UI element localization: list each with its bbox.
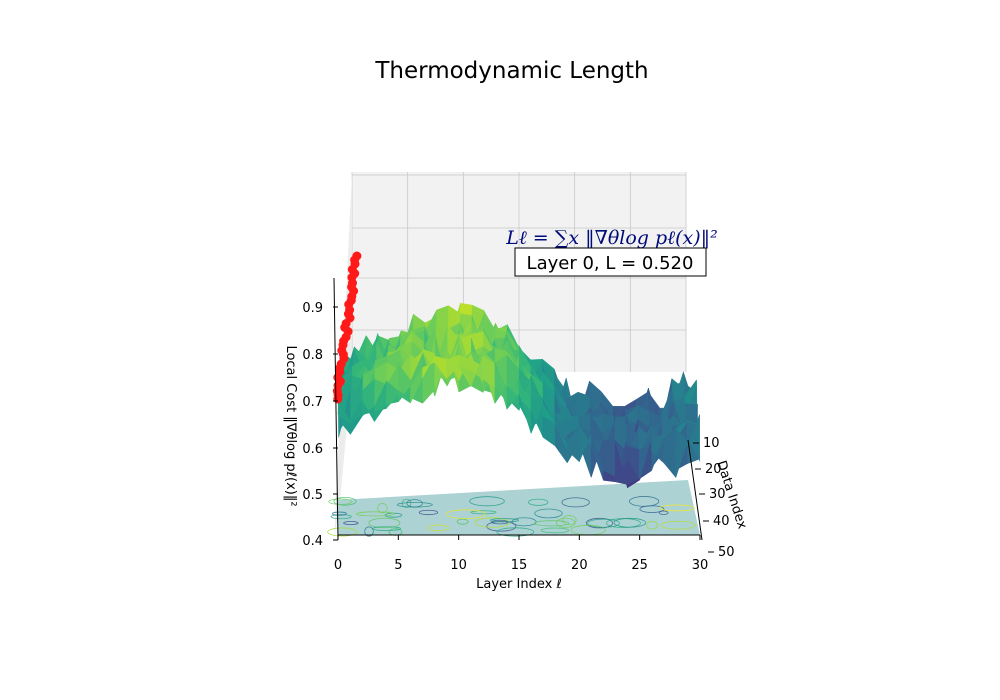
highlight-point (350, 259, 360, 269)
x-tick-label: 20 (571, 558, 588, 573)
x-axis-label: Layer Index ℓ (476, 577, 562, 592)
floor-contour (660, 520, 696, 530)
floor-contour (613, 517, 647, 528)
floor-contour (528, 498, 549, 506)
highlight-point (344, 300, 354, 309)
floor-contour (343, 521, 359, 525)
floor-contour (372, 526, 402, 531)
z-axis-line (333, 277, 339, 541)
floor-contour (469, 496, 505, 507)
floor-contour (474, 517, 510, 528)
x-tick-label: 5 (394, 558, 402, 573)
z-axis-ticks: 0.4 0.5 0.6 0.7 0.8 0.9 (302, 301, 338, 549)
floor-contour (355, 511, 395, 517)
status-annotation: Layer 0, L = 0.520 (527, 253, 694, 274)
floor-contour (496, 527, 535, 537)
floor-contour (555, 517, 576, 528)
floor-contour (456, 518, 469, 525)
z-tick-label: 0.7 (302, 395, 323, 410)
highlight-point (343, 327, 353, 336)
floor-contour (470, 510, 497, 515)
floor-contour (587, 518, 620, 528)
floor-contour (333, 497, 357, 506)
y-tick-label: 50 (718, 545, 735, 560)
x-axis-ticks: 0 5 10 15 20 25 30 (334, 535, 708, 573)
highlight-point (333, 394, 343, 404)
z-tick-label: 0.4 (302, 534, 323, 549)
x-tick-label: 15 (511, 558, 528, 573)
z-axis-label: Local Cost ‖∇θlog pℓ(x)‖² (283, 345, 298, 506)
floor-contour (445, 509, 486, 519)
z-tick-label: 0.9 (302, 301, 323, 316)
floor-contour (658, 510, 669, 515)
highlight-point (339, 354, 349, 363)
x-tick-label: 10 (450, 558, 467, 573)
x-tick-label: 0 (334, 558, 342, 573)
floor-contours (327, 496, 696, 537)
floor-contour (426, 524, 450, 532)
highlight-point (347, 273, 357, 282)
floor-contour (330, 514, 352, 520)
floor-contour (377, 502, 388, 514)
floor-contour (585, 517, 614, 529)
floor-contour (534, 508, 563, 519)
z-tick-label: 0.6 (302, 442, 323, 457)
floor-contour (561, 497, 590, 508)
floor-contour (646, 520, 659, 530)
y-tick-label: 10 (703, 436, 720, 451)
floor-contour (533, 520, 570, 527)
highlight-point (345, 313, 355, 323)
floor-pane (338, 480, 700, 535)
x-tick-label: 30 (692, 558, 709, 573)
floor-contour (332, 511, 347, 516)
x-tick-label: 25 (631, 558, 648, 573)
floor-contour (328, 498, 353, 505)
z-tick-label: 0.5 (302, 488, 323, 503)
floor-contour (406, 499, 423, 508)
floor-contour (418, 509, 439, 516)
z-tick-label: 0.8 (302, 348, 323, 363)
floor-contour (489, 518, 519, 523)
floor-contour (540, 527, 570, 534)
highlight-point (338, 340, 348, 350)
highlight-point (335, 367, 345, 377)
floor-contour (327, 527, 358, 537)
floor-contour (659, 504, 695, 512)
floor-contour (562, 515, 577, 526)
y-tick-label: 40 (713, 514, 730, 529)
floor-contour (639, 505, 665, 513)
y-tick-label: 30 (709, 487, 726, 502)
floor-contour (364, 526, 374, 537)
chart-title: Thermodynamic Length (374, 58, 648, 84)
formula-annotation: Lℓ = ∑x ‖∇θlog pℓ(x)‖² (505, 227, 718, 249)
highlight-series-layer-0 (332, 251, 362, 404)
y-tick-label: 20 (705, 462, 722, 477)
y-axis-line (687, 439, 703, 541)
status-box (514, 247, 707, 277)
y-axis-ticks: 10 20 30 40 50 (693, 436, 735, 560)
floor-contour (368, 517, 401, 529)
highlight-point (349, 286, 359, 296)
